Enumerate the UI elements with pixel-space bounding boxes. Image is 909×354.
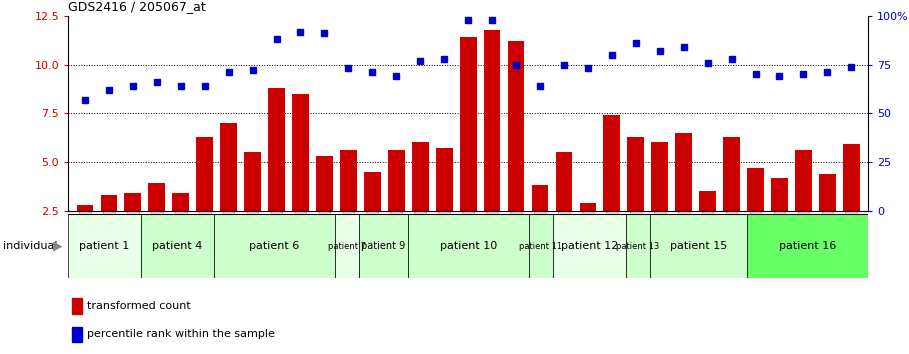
Bar [843,144,860,259]
Bar [484,29,501,259]
Text: individual: individual [3,241,57,251]
Bar [76,205,94,259]
Bar [148,183,165,259]
Bar [795,150,812,259]
Bar [68,214,141,278]
Bar [819,174,835,259]
Bar [675,133,692,259]
Bar [335,214,359,278]
Bar [340,150,356,259]
Bar [435,148,453,259]
Bar [141,214,214,278]
Bar [604,115,620,259]
Bar [724,137,740,259]
Bar [196,137,213,259]
Bar [72,298,82,314]
Bar [771,178,788,259]
Text: patient 11: patient 11 [519,241,563,251]
Bar [747,214,868,278]
Text: patient 1: patient 1 [79,241,130,251]
Bar [214,214,335,278]
Text: patient 15: patient 15 [670,241,727,251]
Bar [532,185,548,259]
Bar [650,214,747,278]
Text: patient 4: patient 4 [152,241,203,251]
Bar [460,37,476,259]
Bar [407,214,529,278]
Text: patient 13: patient 13 [616,241,659,251]
Text: patient 7: patient 7 [328,241,366,251]
Text: patient 6: patient 6 [249,241,299,251]
Bar [699,191,716,259]
Bar [125,193,141,259]
Text: patient 9: patient 9 [361,241,405,251]
Text: GDS2416 / 205067_at: GDS2416 / 205067_at [68,0,206,13]
Bar [555,152,573,259]
Bar [388,150,405,259]
Bar [268,88,285,259]
Bar [245,152,261,259]
Bar [529,214,553,278]
Bar [627,137,644,259]
Text: ▶: ▶ [53,240,63,252]
Text: patient 12: patient 12 [561,241,618,251]
Text: percentile rank within the sample: percentile rank within the sample [87,330,275,339]
Bar [625,214,650,278]
Bar [652,143,668,259]
Text: patient 16: patient 16 [779,241,836,251]
Bar [359,214,407,278]
Bar [220,123,237,259]
Bar [173,193,189,259]
Bar [412,143,429,259]
Bar [553,214,625,278]
Text: patient 10: patient 10 [440,241,496,251]
Bar [292,94,309,259]
Bar [72,326,82,342]
Bar [747,168,764,259]
Bar [580,203,596,259]
Bar [507,41,524,259]
Bar [364,172,381,259]
Text: transformed count: transformed count [87,301,191,311]
Bar [101,195,117,259]
Bar [316,156,333,259]
